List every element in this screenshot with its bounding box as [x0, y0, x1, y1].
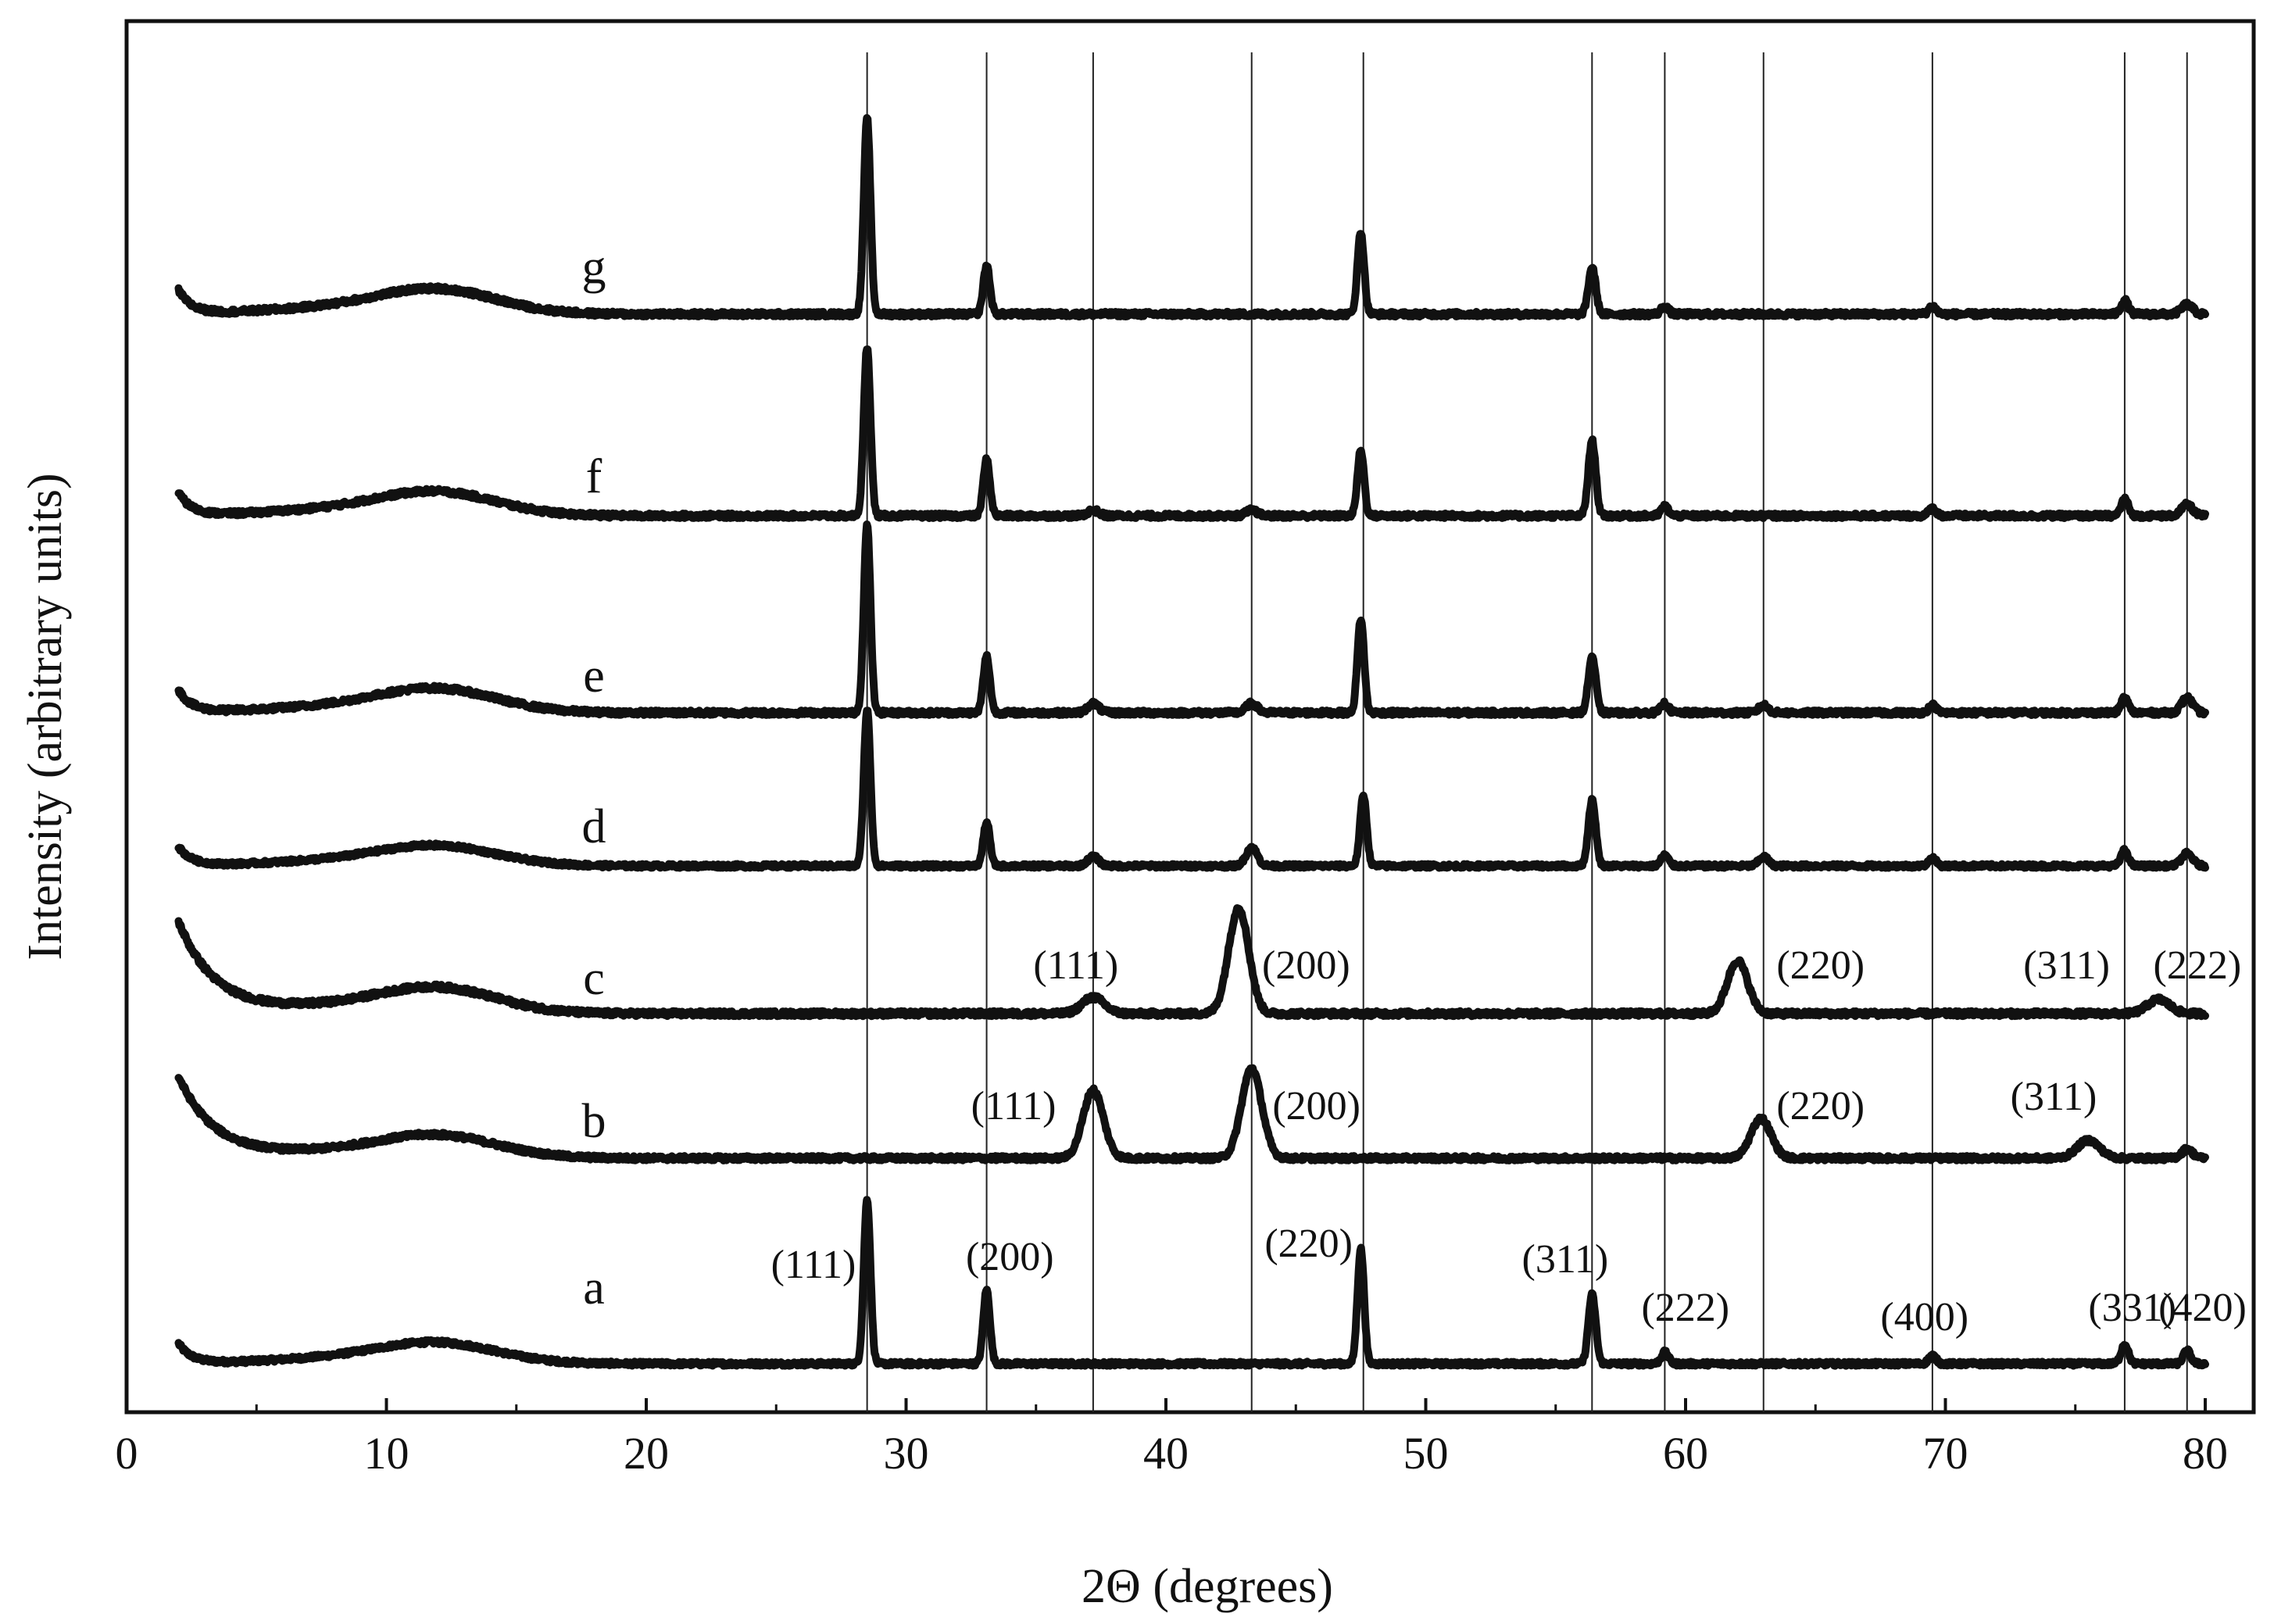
series-c: c (111) (200) (220) (311) (222) [174, 904, 2242, 1021]
peak-label-b-0: (111) [971, 1084, 1057, 1129]
peak-label-c-1: (200) [1262, 943, 1350, 988]
series-d: d [174, 706, 2209, 872]
peak-label-a-2: (220) [1264, 1222, 1353, 1266]
x-axis: 0 10 20 30 40 50 60 70 80 [116, 1398, 2228, 1479]
series-label-b: b [582, 1095, 606, 1148]
peak-label-a-5: (400) [1880, 1295, 1968, 1340]
series-label-e: e [583, 649, 605, 703]
peak-label-b-2: (220) [1776, 1084, 1865, 1129]
peak-label-a-0: (111) [771, 1243, 856, 1287]
peak-label-a-3: (311) [1522, 1237, 1609, 1282]
series-trace-c [174, 904, 2209, 1021]
x-tick-label-60: 60 [1663, 1428, 1708, 1479]
x-tick-label-30: 30 [884, 1428, 929, 1479]
peak-label-c-4: (222) [2154, 943, 2242, 988]
series-e: e [174, 520, 2209, 719]
series-label-a: a [583, 1261, 605, 1315]
x-tick-label-80: 80 [2183, 1428, 2228, 1479]
plot-frame [124, 19, 2256, 1415]
x-tick-label-70: 70 [1923, 1428, 1968, 1479]
x-tick-label-40: 40 [1143, 1428, 1189, 1479]
series-trace-d [174, 706, 2209, 872]
peak-label-c-0: (111) [1033, 943, 1118, 988]
series-label-g: g [582, 241, 606, 294]
series-trace-a [174, 1196, 2209, 1370]
peak-label-b-3: (311) [2011, 1075, 2097, 1119]
x-axis-title: 2Θ (degrees) [1082, 1560, 1333, 1613]
series-f: f [174, 345, 2209, 522]
peak-label-b-1: (200) [1272, 1084, 1360, 1129]
y-axis-title: Intensity (arbitrary units) [19, 473, 72, 960]
series-group: a (111) (200) (220) (311) (222) (400) (331)(420… [174, 114, 2247, 1370]
x-tick-label-50: 50 [1403, 1428, 1449, 1479]
x-tick-label-20: 20 [624, 1428, 669, 1479]
x-tick-label-0: 0 [116, 1428, 138, 1479]
peak-label-a-7: (420) [2158, 1286, 2247, 1330]
series-g: g [174, 114, 2209, 321]
series-label-d: d [582, 800, 606, 853]
series-trace-g [174, 114, 2209, 321]
peak-label-c-2: (220) [1776, 943, 1865, 988]
peak-label-a-6: (331) [2088, 1286, 2176, 1330]
series-label-f: f [586, 450, 602, 503]
x-tick-label-10: 10 [364, 1428, 409, 1479]
series-trace-f [174, 345, 2209, 522]
series-trace-b [174, 1064, 2209, 1164]
series-a: a (111) (200) (220) (311) (222) (400) (331)(420… [174, 1196, 2247, 1370]
reference-lines [866, 52, 2188, 1412]
series-label-c: c [583, 952, 605, 1005]
peak-label-a-4: (222) [1641, 1286, 1729, 1330]
series-trace-e [174, 520, 2209, 719]
series-b: b (111) (200) (220) (311) [174, 1064, 2209, 1164]
peak-label-a-1: (200) [966, 1235, 1054, 1279]
peak-label-c-3: (311) [2023, 943, 2110, 988]
